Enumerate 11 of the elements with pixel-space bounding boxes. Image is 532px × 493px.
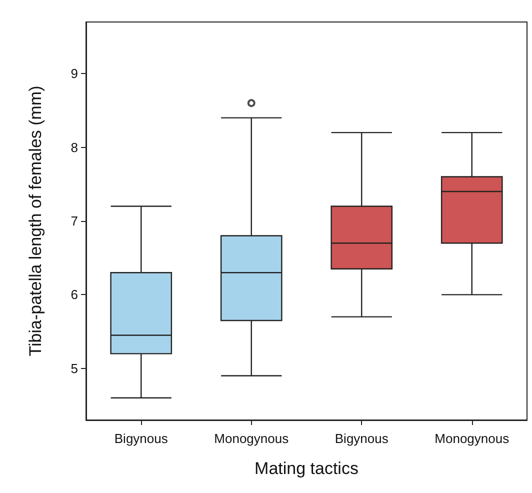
y-tick-label: 9 <box>70 66 78 82</box>
y-axis-title: Tibia-patella length of females (mm) <box>26 86 45 356</box>
y-tick-label: 6 <box>70 287 78 302</box>
x-tick-label: Bigynous <box>334 431 389 446</box>
x-tick-label: Monogynous <box>214 431 290 446</box>
x-tick-label: Monogynous <box>434 431 510 446</box>
y-tick-label: 5 <box>70 360 78 376</box>
y-tick-label: 7 <box>70 214 78 228</box>
y-tick-label: 8 <box>70 140 78 155</box>
x-tick-label: Bigynous <box>114 431 168 446</box>
x-axis-title: Mating tactics <box>254 459 358 478</box>
